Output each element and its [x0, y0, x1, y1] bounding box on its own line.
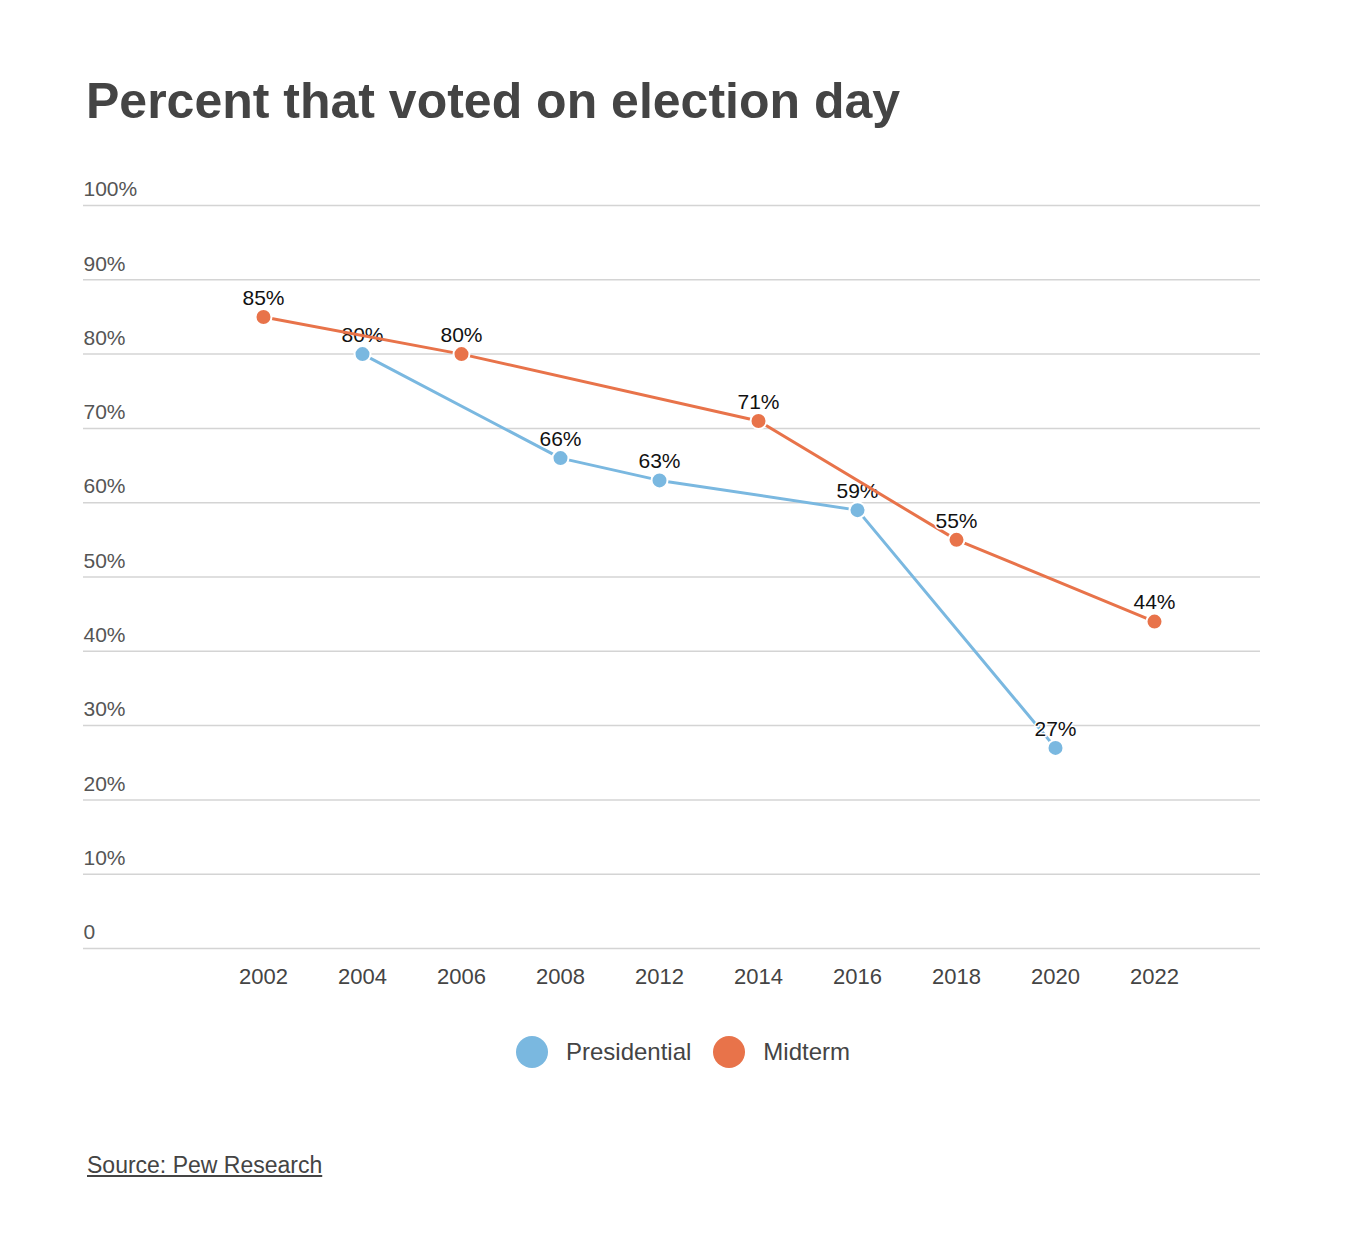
svg-text:2020: 2020	[1031, 964, 1080, 989]
svg-text:2018: 2018	[932, 964, 981, 989]
svg-text:50%: 50%	[84, 549, 126, 572]
svg-text:85%: 85%	[242, 286, 284, 309]
svg-text:80%: 80%	[84, 326, 126, 349]
svg-text:20%: 20%	[84, 772, 126, 795]
svg-text:63%: 63%	[638, 449, 680, 472]
svg-text:2008: 2008	[536, 964, 585, 989]
svg-text:10%: 10%	[84, 846, 126, 869]
svg-text:40%: 40%	[84, 623, 126, 646]
html-text:Percent that voted on election: Percent that voted on election day	[86, 73, 901, 129]
svg-text:66%: 66%	[539, 427, 581, 450]
svg-text:2022: 2022	[1130, 964, 1179, 989]
svg-text:0: 0	[84, 920, 96, 943]
svg-text:2004: 2004	[338, 964, 387, 989]
svg-text:2006: 2006	[437, 964, 486, 989]
svg-text:44%: 44%	[1133, 590, 1175, 613]
html-text:Midterm: Midterm	[763, 1038, 850, 1065]
svg-text:30%: 30%	[84, 697, 126, 720]
svg-text:2014: 2014	[734, 964, 783, 989]
svg-text:71%: 71%	[737, 390, 779, 413]
svg-text:100%: 100%	[84, 177, 138, 200]
svg-text:80%: 80%	[341, 322, 384, 346]
svg-text:55%: 55%	[935, 509, 977, 532]
svg-text:2002: 2002	[239, 964, 288, 989]
svg-text:80%: 80%	[440, 323, 482, 346]
html-text:Source: Pew Research: Source: Pew Research	[87, 1152, 323, 1178]
html-text:Presidential: Presidential	[566, 1038, 692, 1065]
svg-text:90%: 90%	[84, 252, 126, 275]
svg-text:59%: 59%	[836, 478, 879, 502]
svg-text:2012: 2012	[635, 964, 684, 989]
svg-text:2016: 2016	[833, 964, 882, 989]
svg-text:70%: 70%	[84, 400, 126, 423]
svg-text:60%: 60%	[84, 474, 126, 497]
svg-text:27%: 27%	[1034, 717, 1076, 740]
